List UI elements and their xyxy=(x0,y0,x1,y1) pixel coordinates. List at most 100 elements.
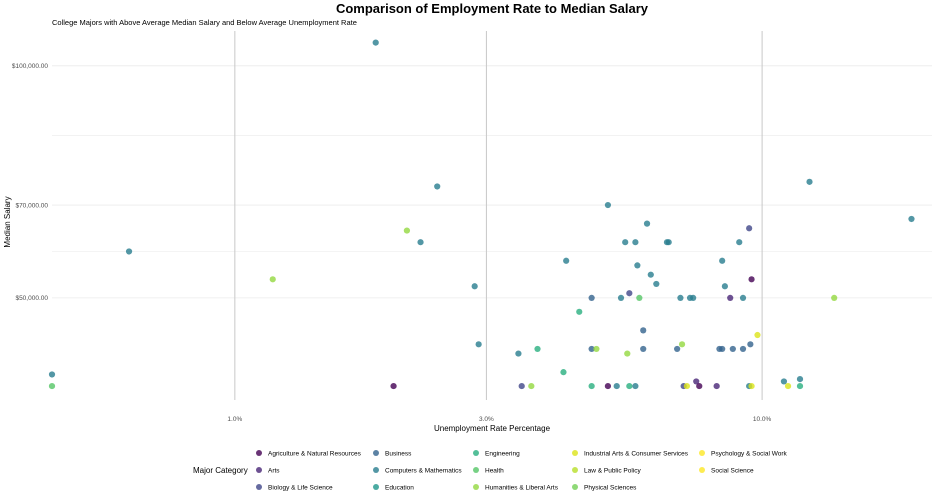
legend-key xyxy=(473,484,479,490)
data-point xyxy=(713,382,720,390)
x-axis-title: Unemployment Rate Percentage xyxy=(434,424,551,433)
data-point xyxy=(640,345,647,353)
legend-label: Education xyxy=(385,484,414,491)
data-point xyxy=(754,331,761,339)
data-point xyxy=(518,382,525,390)
data-point xyxy=(613,382,620,390)
data-point xyxy=(626,290,633,297)
data-points xyxy=(48,39,915,390)
data-point xyxy=(534,345,541,353)
data-point xyxy=(736,239,743,246)
data-point xyxy=(729,345,736,353)
legend-key xyxy=(373,450,379,456)
legend-label: Arts xyxy=(268,467,280,474)
data-point xyxy=(796,376,804,383)
data-point xyxy=(683,382,690,390)
data-point xyxy=(643,220,651,227)
data-point xyxy=(622,239,629,246)
data-point xyxy=(739,294,747,301)
x-tick-label: 1.0% xyxy=(227,416,242,423)
data-point xyxy=(831,294,838,301)
data-point xyxy=(390,382,397,390)
data-point xyxy=(719,257,726,264)
data-point xyxy=(471,283,478,290)
legend-key xyxy=(473,467,479,473)
x-tick-label: 10.0% xyxy=(753,416,772,423)
data-point xyxy=(796,382,804,390)
chart-title: Comparison of Employment Rate to Median … xyxy=(336,1,649,16)
data-point xyxy=(747,341,754,348)
legend-label: Engineering xyxy=(485,450,520,457)
data-point xyxy=(588,382,595,390)
data-point xyxy=(908,215,915,223)
legend-key xyxy=(373,467,379,473)
data-point xyxy=(417,239,424,246)
legend-label: Agriculture & Natural Resources xyxy=(268,450,362,457)
legend-label: Psychology & Social Work xyxy=(711,450,787,457)
data-point xyxy=(653,280,660,288)
legend-label: Physical Sciences xyxy=(584,484,637,491)
data-point xyxy=(403,227,411,234)
data-point xyxy=(719,345,726,353)
data-point xyxy=(634,262,641,269)
data-point xyxy=(588,345,595,353)
legend-title: Major Category xyxy=(193,466,248,475)
data-point xyxy=(647,271,654,278)
data-point xyxy=(677,294,684,301)
data-point xyxy=(748,382,755,390)
legend-key xyxy=(699,450,705,456)
data-point xyxy=(784,382,792,390)
legend-label: Law & Public Policy xyxy=(584,467,641,474)
grid-lines xyxy=(52,31,932,400)
data-point xyxy=(626,382,633,390)
data-point xyxy=(617,294,625,301)
data-point xyxy=(593,345,600,353)
legend-key xyxy=(572,450,578,456)
data-point xyxy=(678,341,686,348)
data-point xyxy=(636,294,643,301)
data-point xyxy=(560,369,567,376)
data-point xyxy=(727,294,734,301)
legend-key xyxy=(572,467,578,473)
data-point xyxy=(528,382,535,390)
legend-key xyxy=(256,484,262,490)
legend-label: Industrial Arts & Consumer Services xyxy=(584,450,689,457)
data-point xyxy=(125,248,133,255)
data-point xyxy=(475,341,482,348)
data-point xyxy=(640,327,647,334)
data-point xyxy=(780,378,788,385)
data-point xyxy=(576,308,583,315)
data-point xyxy=(588,294,595,301)
legend-key xyxy=(256,467,262,473)
y-tick-label: $100,000.00 xyxy=(12,63,49,70)
data-point xyxy=(690,294,697,301)
legend-label: Humanities & Liberal Arts xyxy=(485,484,559,491)
data-point xyxy=(665,239,672,246)
legend-label: Social Science xyxy=(711,467,754,474)
data-point xyxy=(372,39,379,46)
data-point xyxy=(624,350,631,357)
data-point xyxy=(746,225,753,232)
data-point xyxy=(515,350,522,357)
x-tick-labels: 1.0% 3.0% 10.0% xyxy=(227,416,771,423)
data-point xyxy=(721,283,728,290)
data-point xyxy=(739,345,747,353)
legend-key xyxy=(373,484,379,490)
y-axis-title: Median Salary xyxy=(3,196,12,247)
legend: Agriculture & Natural Resources Arts Biolo… xyxy=(256,450,787,491)
data-point xyxy=(674,345,681,353)
data-point xyxy=(269,276,276,283)
data-point xyxy=(806,178,813,185)
data-point xyxy=(748,276,755,283)
legend-label: Computers & Mathematics xyxy=(385,467,462,474)
legend-label: Biology & Life Science xyxy=(268,484,333,491)
data-point xyxy=(48,382,56,390)
data-point xyxy=(604,201,612,209)
legend-key xyxy=(473,450,479,456)
data-point xyxy=(632,239,639,246)
y-tick-label: $70,000.00 xyxy=(15,202,48,209)
data-point xyxy=(696,382,703,390)
legend-label: Business xyxy=(385,450,412,457)
data-point xyxy=(693,378,700,385)
